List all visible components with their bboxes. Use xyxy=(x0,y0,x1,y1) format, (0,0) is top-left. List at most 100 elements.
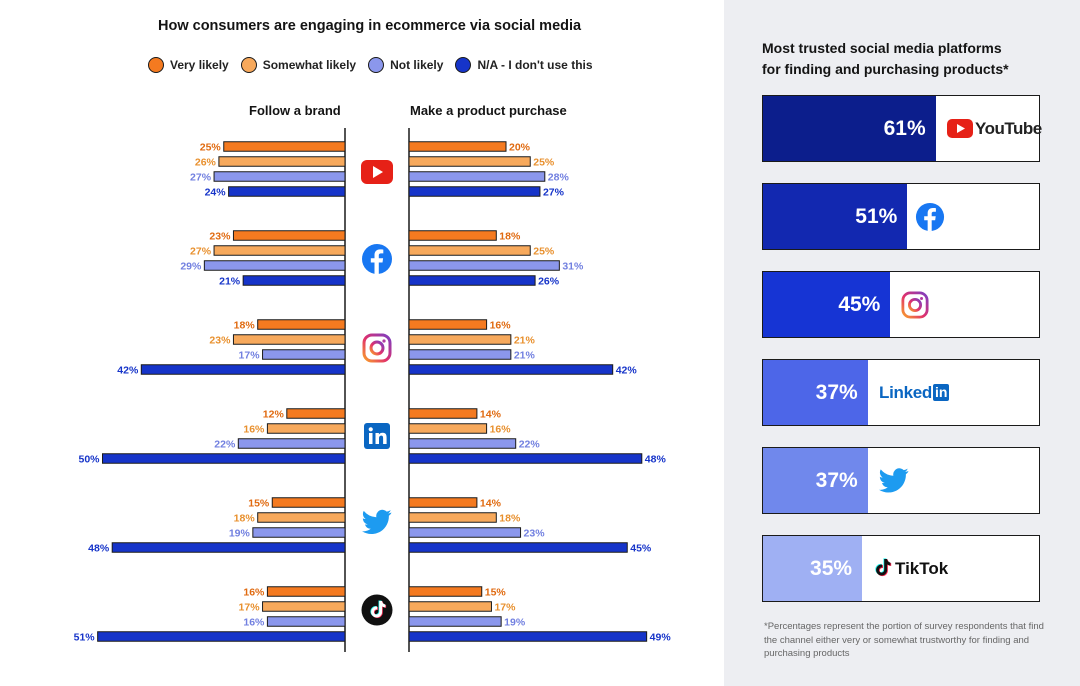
label-instagram-follow-not-likely: 17% xyxy=(239,349,261,361)
bar-facebook-purchase-not-likely xyxy=(408,260,560,271)
label-youtube-follow-n-a-i-don-t-use-this: 24% xyxy=(205,186,227,198)
trusted-title-line1: Most trusted social media platforms xyxy=(762,40,1002,56)
legend-swatch-na xyxy=(455,57,472,73)
bar-linkedin-purchase-not-likely xyxy=(408,438,517,449)
label-twitter-purchase-somewhat-likely: 18% xyxy=(499,512,521,524)
trusted-bar-twitter: 37% xyxy=(763,448,868,513)
bar-tiktok-follow-not-likely xyxy=(266,616,346,627)
bar-youtube-purchase-n-a-i-don-t-use-this xyxy=(408,186,541,197)
bar-twitter-follow-not-likely xyxy=(252,527,346,538)
tiktok-icon xyxy=(875,557,892,576)
legend-label-very-likely: Very likely xyxy=(170,58,229,72)
label-tiktok-follow-not-likely: 16% xyxy=(243,616,265,628)
label-facebook-purchase-n-a-i-don-t-use-this: 26% xyxy=(538,275,560,287)
label-twitter-follow-somewhat-likely: 18% xyxy=(234,512,256,524)
label-youtube-follow-not-likely: 27% xyxy=(190,171,212,183)
bar-tiktok-purchase-not-likely xyxy=(408,616,502,627)
bar-facebook-follow-very-likely xyxy=(232,230,346,241)
tiktok-logo: TikTok xyxy=(871,536,948,601)
youtube-icon xyxy=(947,119,973,138)
bar-instagram-purchase-somewhat-likely xyxy=(408,334,512,345)
bar-linkedin-follow-somewhat-likely xyxy=(266,423,346,434)
label-instagram-purchase-not-likely: 21% xyxy=(514,349,536,361)
youtube-logo-text: YouTube xyxy=(975,118,1042,138)
bar-tiktok-follow-somewhat-likely xyxy=(262,601,346,612)
trusted-row-youtube: 61% YouTube xyxy=(762,95,1042,162)
bar-twitter-follow-n-a-i-don-t-use-this xyxy=(111,542,346,553)
bar-facebook-purchase-very-likely xyxy=(408,230,497,241)
label-instagram-purchase-very-likely: 16% xyxy=(490,319,512,331)
bar-facebook-follow-not-likely xyxy=(203,260,346,271)
legend-label-somewhat-likely: Somewhat likely xyxy=(262,58,357,72)
bar-twitter-follow-somewhat-likely xyxy=(257,512,346,523)
bar-linkedin-follow-not-likely xyxy=(237,438,346,449)
instagram-icon xyxy=(360,331,394,365)
bar-tiktok-follow-n-a-i-don-t-use-this xyxy=(97,631,346,642)
bar-linkedin-purchase-n-a-i-don-t-use-this xyxy=(408,453,643,464)
label-linkedin-follow-n-a-i-don-t-use-this: 50% xyxy=(78,453,100,465)
label-youtube-follow-somewhat-likely: 26% xyxy=(195,156,217,168)
label-linkedin-follow-somewhat-likely: 16% xyxy=(243,423,265,435)
bar-tiktok-purchase-somewhat-likely xyxy=(408,601,492,612)
bar-youtube-follow-n-a-i-don-t-use-this xyxy=(228,186,346,197)
trusted-bar-tiktok: 35% xyxy=(763,536,863,601)
bar-twitter-purchase-somewhat-likely xyxy=(408,512,497,523)
bar-facebook-follow-n-a-i-don-t-use-this xyxy=(242,275,346,286)
label-twitter-purchase-not-likely: 23% xyxy=(524,527,546,539)
bar-tiktok-purchase-n-a-i-don-t-use-this xyxy=(408,631,648,642)
label-linkedin-purchase-very-likely: 14% xyxy=(480,408,502,420)
trusted-bar-facebook: 51% xyxy=(763,184,908,249)
label-facebook-follow-not-likely: 29% xyxy=(180,260,202,272)
legend-label-not-likely: Not likely xyxy=(390,58,444,72)
label-facebook-purchase-not-likely: 31% xyxy=(562,260,584,272)
label-facebook-follow-somewhat-likely: 27% xyxy=(190,245,212,257)
trusted-row-instagram: 45% xyxy=(762,271,1040,338)
label-twitter-purchase-very-likely: 14% xyxy=(480,497,502,509)
label-twitter-purchase-n-a-i-don-t-use-this: 45% xyxy=(630,542,652,554)
legend-swatch-not-likely xyxy=(368,57,385,73)
legend-swatch-somewhat-likely xyxy=(240,57,257,73)
bar-instagram-follow-somewhat-likely xyxy=(232,334,346,345)
bar-youtube-purchase-very-likely xyxy=(408,141,507,152)
twitter-icon xyxy=(360,505,394,539)
bar-youtube-follow-not-likely xyxy=(213,171,346,182)
label-youtube-follow-very-likely: 25% xyxy=(200,141,222,153)
bar-instagram-follow-very-likely xyxy=(257,319,346,330)
bar-tiktok-purchase-very-likely xyxy=(408,586,483,597)
label-tiktok-follow-very-likely: 16% xyxy=(243,586,265,598)
linkedin-logo-badge: in xyxy=(933,384,950,401)
legend-item-somewhat-likely: Somewhat likely xyxy=(240,57,357,73)
label-twitter-follow-not-likely: 19% xyxy=(229,527,251,539)
bar-facebook-follow-somewhat-likely xyxy=(213,245,346,256)
facebook-logo xyxy=(915,184,945,249)
column-header-follow: Follow a brand xyxy=(249,103,341,118)
bar-facebook-purchase-somewhat-likely xyxy=(408,245,531,256)
bar-linkedin-follow-n-a-i-don-t-use-this xyxy=(102,453,346,464)
label-facebook-follow-very-likely: 23% xyxy=(209,230,231,242)
label-twitter-follow-very-likely: 15% xyxy=(248,497,270,509)
label-facebook-follow-n-a-i-don-t-use-this: 21% xyxy=(219,275,241,287)
label-tiktok-purchase-n-a-i-don-t-use-this: 49% xyxy=(650,631,672,643)
bar-instagram-purchase-n-a-i-don-t-use-this xyxy=(408,364,614,375)
label-linkedin-follow-not-likely: 22% xyxy=(214,438,236,450)
label-instagram-purchase-n-a-i-don-t-use-this: 42% xyxy=(616,364,638,376)
bar-facebook-purchase-n-a-i-don-t-use-this xyxy=(408,275,536,286)
tiktok-logo-text: TikTok xyxy=(895,558,949,578)
bar-youtube-purchase-somewhat-likely xyxy=(408,156,531,167)
youtube-logo: YouTube xyxy=(947,96,1042,161)
trusted-title-line2: for finding and purchasing products* xyxy=(762,61,1009,77)
twitter-logo xyxy=(879,448,909,513)
bar-linkedin-purchase-very-likely xyxy=(408,408,478,419)
trusted-row-facebook: 51% xyxy=(762,183,1040,250)
label-linkedin-purchase-somewhat-likely: 16% xyxy=(490,423,512,435)
legend-label-na: N/A - I don't use this xyxy=(477,58,593,72)
label-tiktok-follow-somewhat-likely: 17% xyxy=(239,601,261,613)
legend: Very likely Somewhat likely Not likely N… xyxy=(148,57,605,73)
bars-layer: 25% 20%26% 25%27% 28%24% 27%23% 18%27% 25%29% 3… xyxy=(74,141,672,643)
label-tiktok-purchase-somewhat-likely: 17% xyxy=(494,601,516,613)
bar-twitter-purchase-very-likely xyxy=(408,497,478,508)
label-instagram-follow-n-a-i-don-t-use-this: 42% xyxy=(117,364,139,376)
linkedin-icon xyxy=(360,419,394,453)
bar-youtube-follow-somewhat-likely xyxy=(218,156,346,167)
instagram-logo xyxy=(901,272,929,337)
